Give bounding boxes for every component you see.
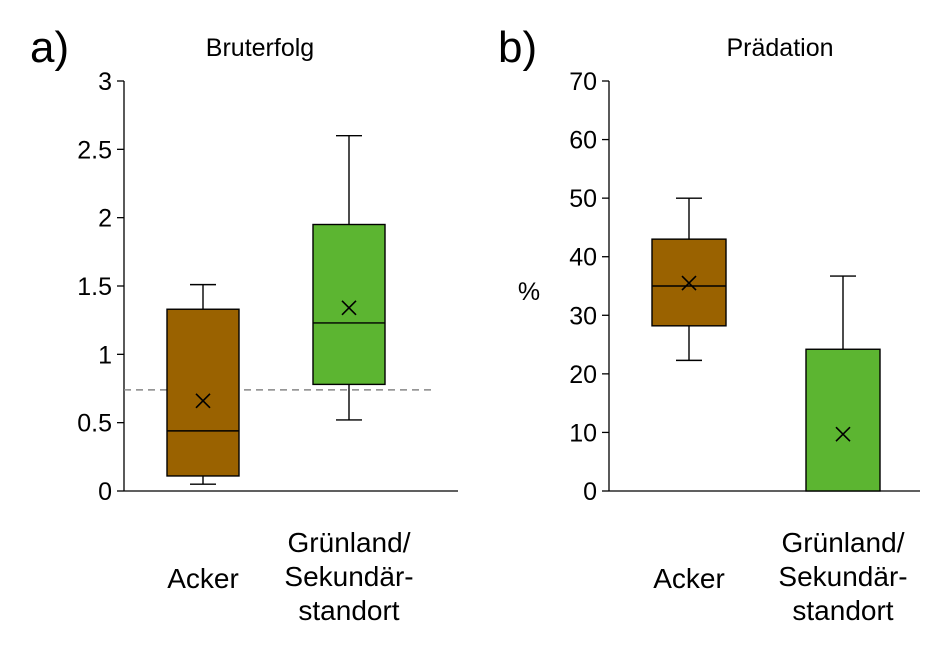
category-label-line: Grünland/ [782,527,905,558]
y-axis-label: % [518,278,540,306]
y-tick-label: 1 [98,341,112,369]
category-label-line: standort [298,595,399,626]
category-label-line: Grünland/ [288,527,411,558]
category-label: Acker [167,563,239,594]
box-acker [651,197,727,362]
y-tick-label: 50 [569,185,597,213]
y-tick-label: 2.5 [77,136,112,164]
y-tick-label: 70 [569,68,597,96]
box-acker [166,283,240,485]
y-tick-label: 10 [569,419,597,447]
box-body [312,223,386,386]
panel-label: a) [30,23,69,72]
category-label-line: standort [792,595,893,626]
panel-a: a) Bruterfolg 0 0.5 1 1.5 2 2.5 3 Acker Grünland/S… [30,23,458,626]
category-label: Acker [653,563,725,594]
mean-marker [341,300,357,316]
category-label: Grünland/Sekundär-standort [284,527,413,626]
y-tick-label: 0 [583,478,597,506]
y-tick-label: 0 [98,478,112,506]
y-tick-label: 0.5 [77,410,112,438]
y-tick-label: 30 [569,302,597,330]
category-label-line: Acker [167,563,239,594]
y-tick-label: 1.5 [77,273,112,301]
box-body [166,308,240,477]
y-tick-label: 40 [569,244,597,272]
mean-marker [195,393,211,409]
category-label-line: Acker [653,563,725,594]
box-gruenland [312,134,386,421]
y-tick-label: 3 [98,68,112,96]
y-tick-label: 60 [569,127,597,155]
chart-title: Bruterfolg [206,34,314,62]
chart-title: Prädation [726,34,833,62]
mean-marker [835,426,851,442]
box-gruenland [805,275,881,492]
mean-marker [681,275,697,291]
category-label: Grünland/Sekundär-standort [778,527,907,626]
panel-label: b) [498,23,537,72]
category-label-line: Sekundär- [284,561,413,592]
y-tick-label: 20 [569,361,597,389]
y-tick-label: 2 [98,205,112,233]
box-body [805,348,881,492]
category-label-line: Sekundär- [778,561,907,592]
panel-b: b) Prädation 0 10 20 30 40 50 60 70% Acker Grünland… [498,23,920,626]
